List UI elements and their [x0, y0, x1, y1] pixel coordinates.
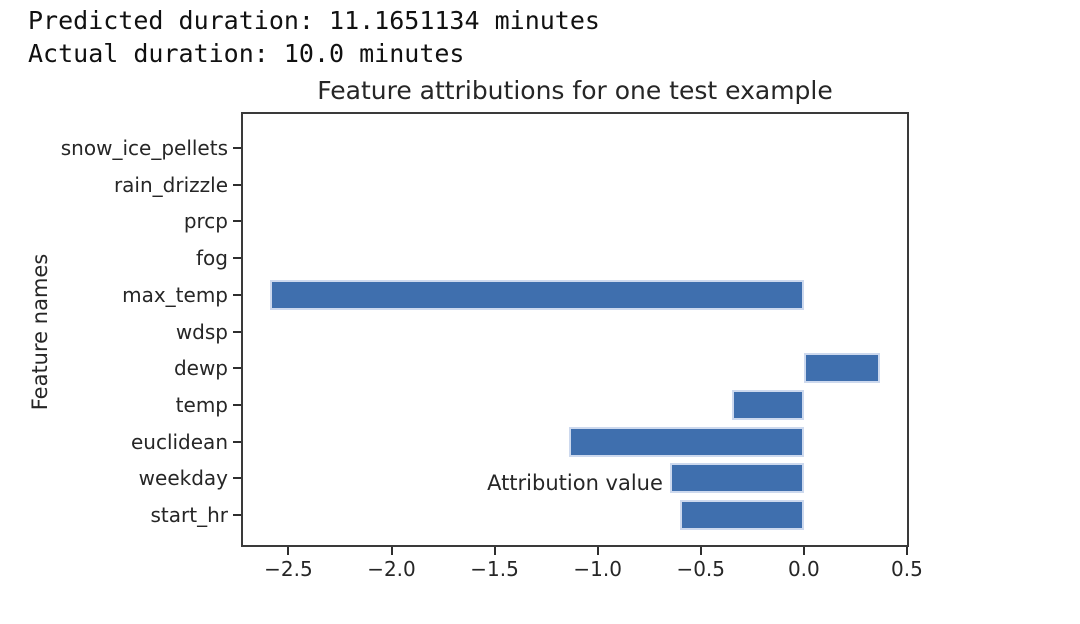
y-tick-mark	[233, 477, 241, 480]
y-tick-mark	[233, 293, 241, 296]
x-tick-label: 0.0	[787, 557, 820, 581]
y-tick-mark	[233, 440, 241, 443]
bar-start_hr	[680, 500, 804, 530]
y-tick-label-prcp: prcp	[183, 209, 228, 234]
y-tick-label-euclidean: euclidean	[130, 429, 228, 454]
x-tick-mark	[596, 547, 599, 555]
x-tick-label: −2.5	[264, 557, 313, 581]
x-tick-mark	[699, 547, 702, 555]
x-tick-mark	[493, 547, 496, 555]
x-tick-label: −0.5	[676, 557, 726, 581]
y-tick-mark	[233, 514, 241, 516]
x-tick-label: −1.5	[470, 557, 519, 581]
y-tick-label-fog: fog	[196, 246, 228, 271]
y-tick-mark	[233, 367, 241, 370]
y-tick-label-rain_drizzle: rain_drizzle	[113, 172, 228, 197]
bar-euclidean	[568, 426, 804, 457]
y-tick-label-weekday: weekday	[138, 466, 228, 491]
bar-dewp	[803, 353, 881, 384]
x-tick-label: 0.5	[891, 557, 923, 581]
y-tick-label-wdsp: wdsp	[175, 319, 228, 344]
y-tick-label-dewp: dewp	[173, 356, 228, 381]
x-tick-mark	[802, 547, 805, 555]
predicted-duration-text: Predicted duration: 11.1651134 minutes	[28, 6, 600, 35]
y-tick-mark	[233, 257, 241, 260]
x-axis-label: Attribution value	[487, 471, 663, 495]
y-tick-label-max_temp: max_temp	[122, 282, 228, 307]
x-tick-label: −1.0	[573, 557, 622, 581]
actual-duration-text: Actual duration: 10.0 minutes	[28, 39, 465, 68]
bar-temp	[731, 389, 804, 420]
y-tick-mark	[233, 330, 241, 333]
y-tick-mark	[233, 147, 241, 149]
x-tick-label: −2.0	[367, 557, 416, 581]
x-tick-mark	[287, 547, 290, 555]
chart-title: Feature attributions for one test exampl…	[317, 76, 833, 105]
y-tick-mark	[233, 403, 241, 406]
x-tick-mark	[390, 547, 393, 555]
x-tick-mark	[905, 547, 908, 555]
y-axis-label: Feature names	[28, 253, 52, 411]
y-tick-label-temp: temp	[175, 392, 228, 417]
y-tick-label-start_hr: start_hr	[150, 503, 228, 527]
bar-max_temp	[269, 279, 804, 310]
y-tick-label-snow_ice_pellets: snow_ice_pellets	[60, 136, 228, 160]
y-tick-mark	[233, 220, 241, 223]
bar-weekday	[669, 463, 804, 494]
y-tick-mark	[233, 183, 241, 186]
